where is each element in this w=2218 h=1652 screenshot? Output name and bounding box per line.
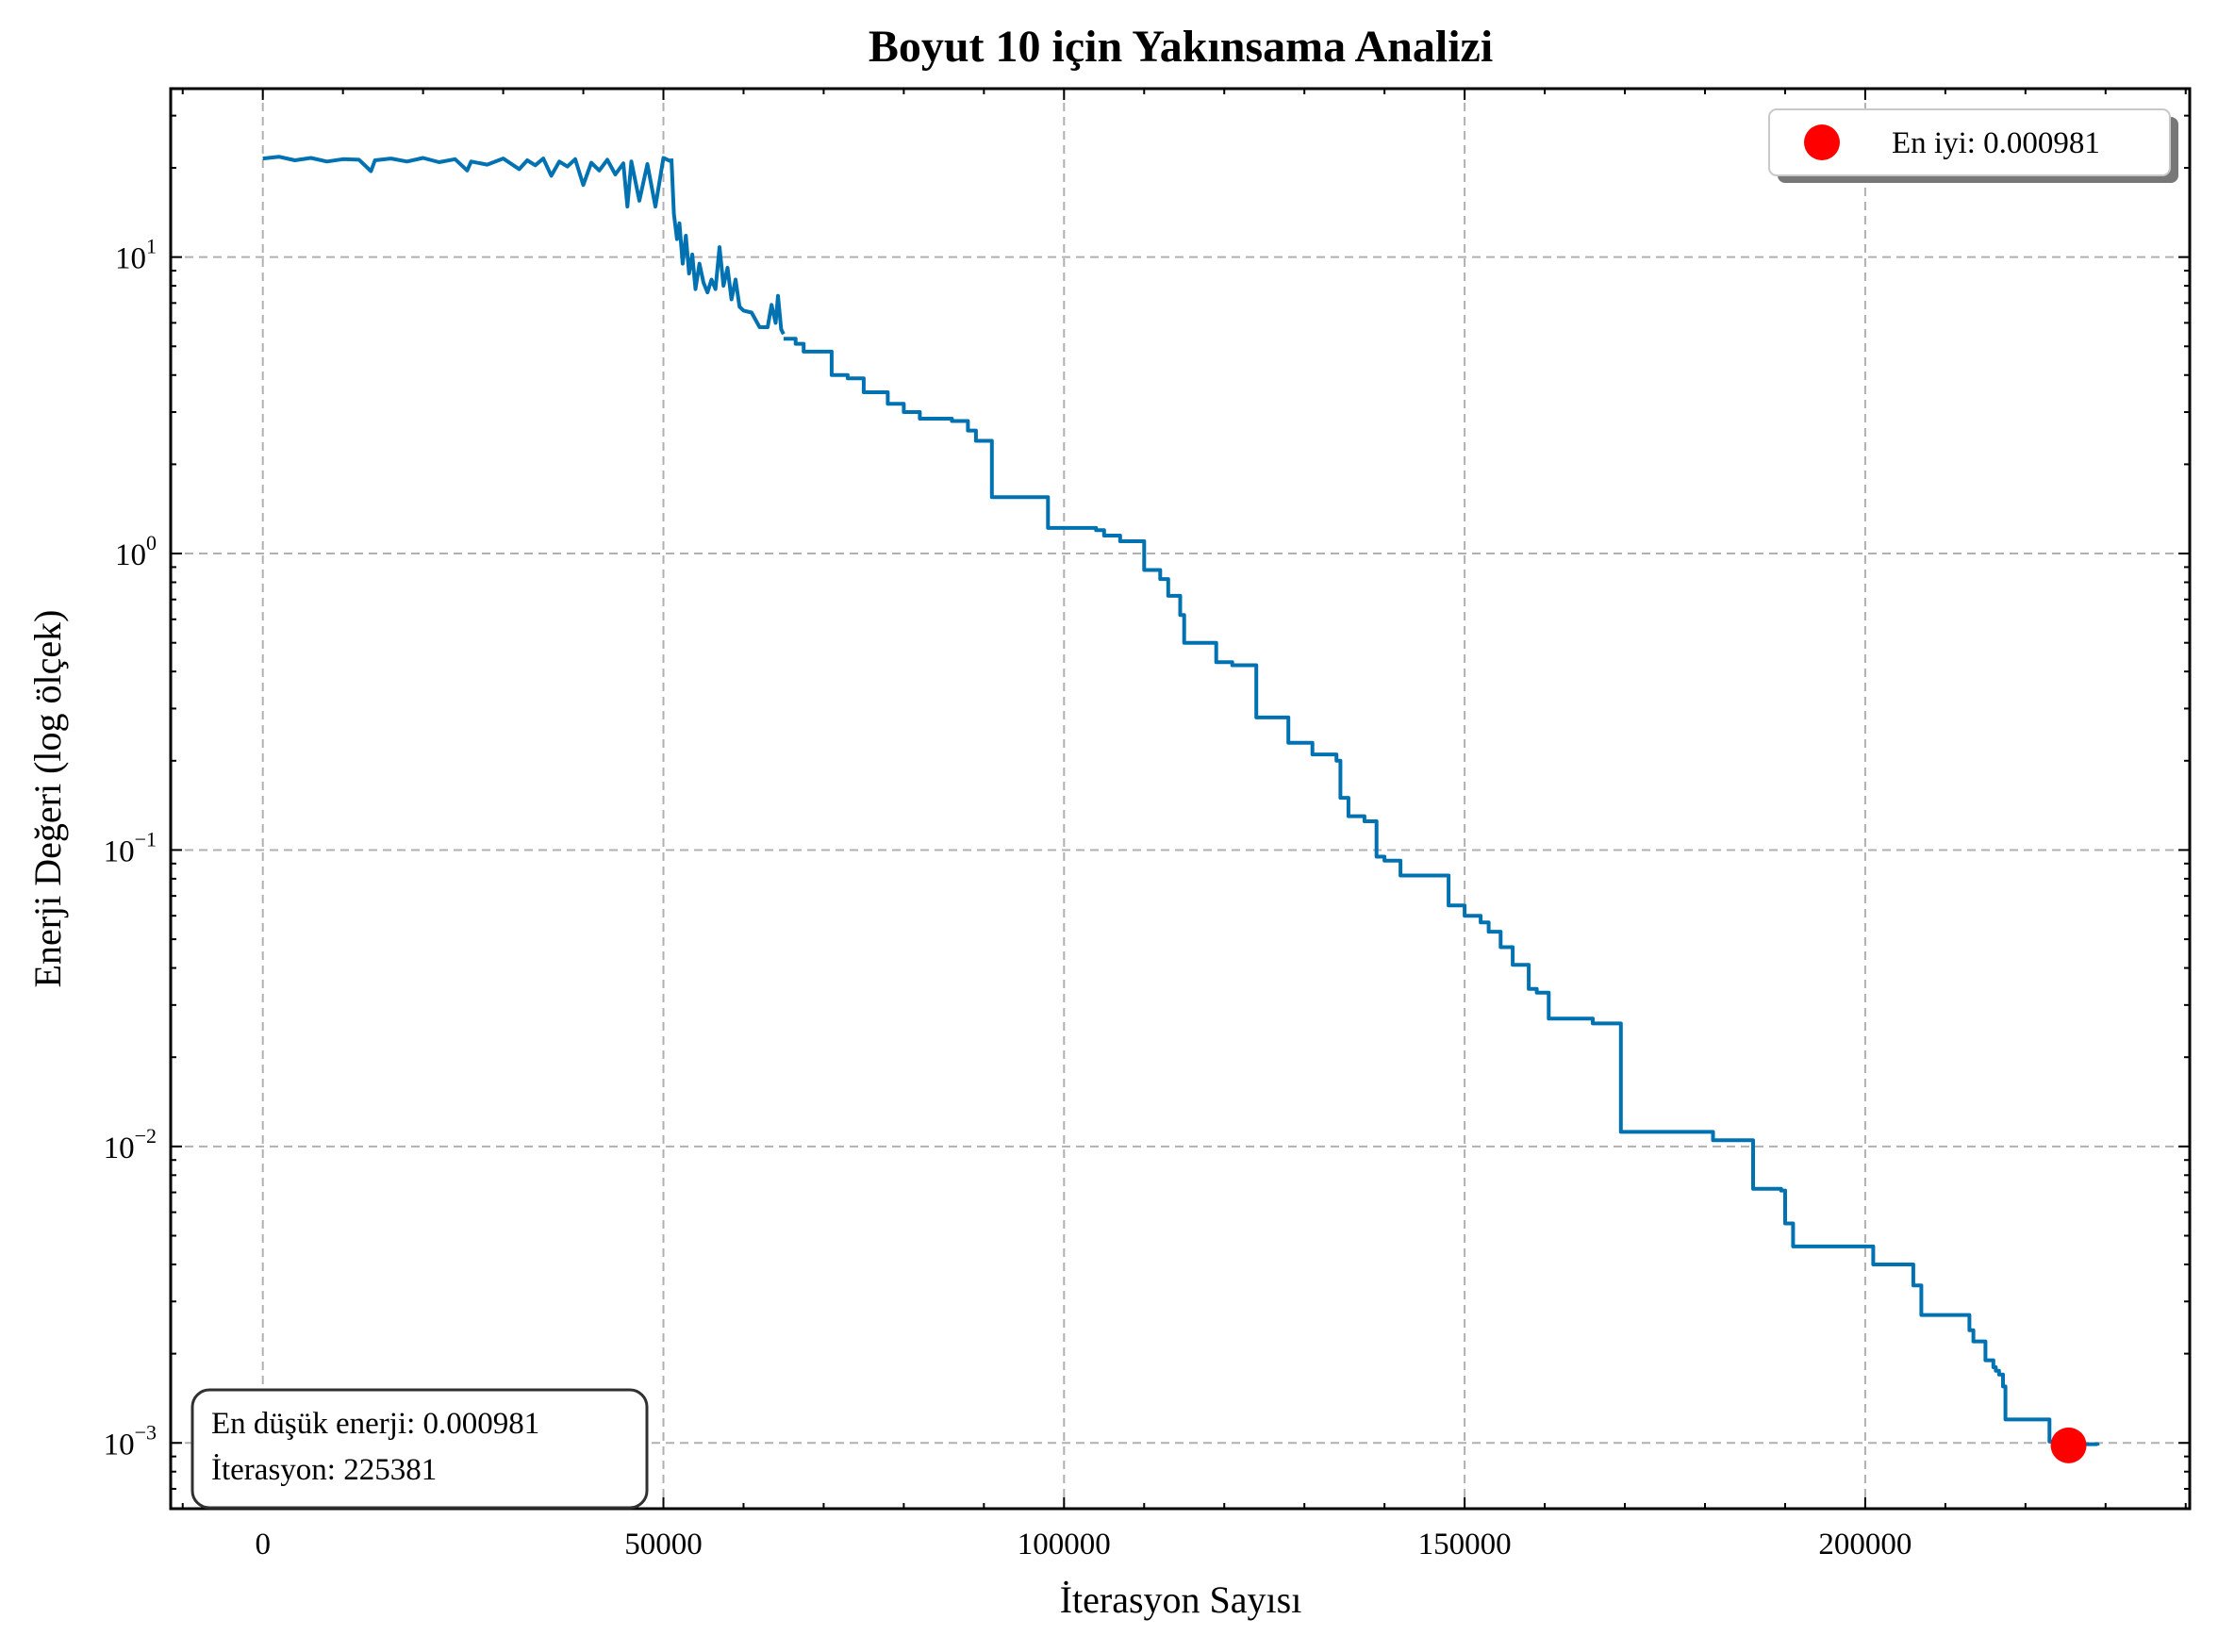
series-line-1 (262, 155, 672, 209)
x-tick-label: 100000 (1018, 1528, 1111, 1561)
x-tick-labels: 0 50000 100000 150000 200000 (255, 1528, 1912, 1561)
best-point-marker-layer (2050, 1427, 2087, 1463)
chart-title: Boyut 10 için Yakınsama Analizi (869, 22, 1493, 72)
y-tick-label: 10−1 (104, 827, 157, 868)
y-tick-labels: 101 100 10−1 10−2 10−3 (104, 235, 157, 1462)
info-box-frame (190, 1388, 649, 1510)
y-tick-label: 10−2 (104, 1124, 157, 1165)
series-lines (262, 155, 2100, 1446)
info-iteration: İterasyon: 225381 (211, 1453, 437, 1487)
y-axis-title: Enerji Değeri (log ölçek) (26, 610, 69, 988)
series-line-2 (670, 158, 786, 336)
grid-lines (171, 89, 2190, 1509)
series-line-3 (783, 337, 2100, 1446)
x-tick-label: 50000 (624, 1528, 703, 1561)
y-tick-label: 100 (115, 531, 157, 572)
plot-frame (169, 87, 2192, 1511)
info-min-energy: En düşük enerji: 0.000981 (211, 1407, 539, 1441)
x-axis-title: İterasyon Sayısı (1060, 1578, 1302, 1621)
y-tick-label: 101 (115, 235, 157, 276)
x-tick-label: 0 (255, 1528, 271, 1561)
legend-box (1768, 108, 2171, 176)
x-tick-label: 150000 (1418, 1528, 1512, 1561)
legend-marker (1804, 124, 1840, 160)
y-tick-label: 10−3 (104, 1420, 157, 1462)
legend-label: En iyi: 0.000981 (1892, 126, 2100, 160)
x-tick-label: 200000 (1818, 1528, 1912, 1561)
legend: En iyi: 0.000981 (1768, 108, 2178, 183)
best-point-marker (2050, 1427, 2087, 1463)
info-box: En düşük enerji: 0.000981 İterasyon: 225… (190, 1388, 649, 1510)
